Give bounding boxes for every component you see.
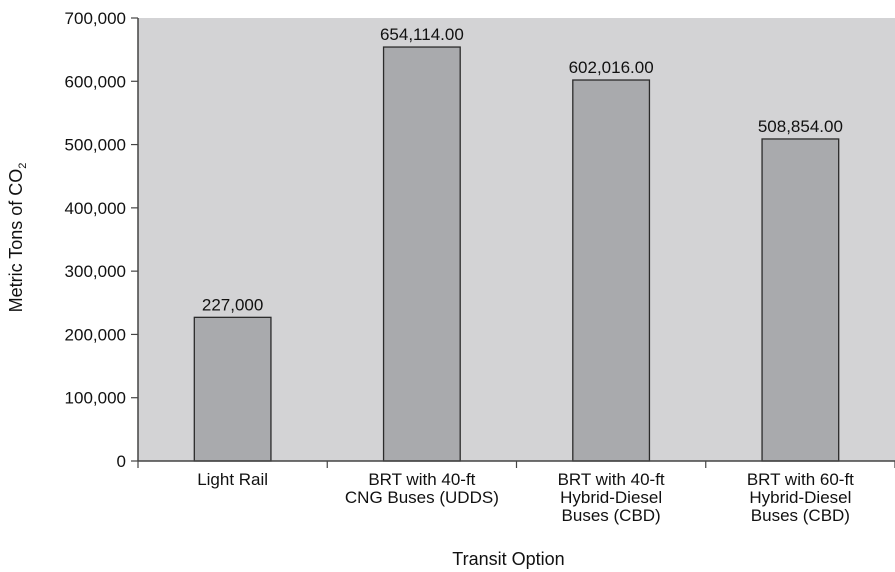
bar-data-label: 602,016.00 bbox=[569, 58, 654, 77]
bar-data-label: 227,000 bbox=[202, 295, 263, 314]
bars-group bbox=[193, 46, 840, 462]
y-tick-label: 200,000 bbox=[65, 325, 126, 344]
bar bbox=[193, 316, 272, 462]
y-tick-label: 700,000 bbox=[65, 9, 126, 28]
y-tick-label: 600,000 bbox=[65, 72, 126, 91]
bar-data-label: 654,114.00 bbox=[380, 25, 464, 44]
bar bbox=[761, 138, 840, 462]
x-category-label: Buses (CBD) bbox=[562, 506, 661, 525]
x-category-label: Light Rail bbox=[197, 470, 268, 489]
y-tick-label: 0 bbox=[117, 452, 126, 471]
y-tick-label: 100,000 bbox=[65, 389, 126, 408]
y-tick-label: 500,000 bbox=[65, 136, 126, 155]
x-category-label: Hybrid-Diesel bbox=[560, 488, 662, 507]
x-category-label: BRT with 60-ft bbox=[747, 470, 854, 489]
y-axis-title: Metric Tons of CO2 bbox=[6, 163, 29, 313]
x-category-label: BRT with 40-ft bbox=[368, 470, 475, 489]
x-category-label: Hybrid-Diesel bbox=[749, 488, 851, 507]
y-axis-title-main: Metric Tons of CO bbox=[6, 169, 26, 313]
bar bbox=[572, 79, 651, 462]
y-axis-title-subscript: 2 bbox=[17, 163, 29, 169]
bar bbox=[382, 46, 461, 462]
y-tick-label: 300,000 bbox=[65, 262, 126, 281]
x-category-label: BRT with 40-ft bbox=[558, 470, 665, 489]
y-axis: 0 100,000 200,000 300,000 400,000 500,000 600,… bbox=[65, 9, 139, 471]
data-labels-group: 227,000 654,114.00 602,016.00 508,854.00 bbox=[202, 25, 843, 314]
x-category-label: Buses (CBD) bbox=[751, 506, 850, 525]
bar-data-label: 508,854.00 bbox=[758, 117, 843, 136]
x-axis-title: Transit Option bbox=[452, 549, 564, 569]
y-tick-label: 400,000 bbox=[65, 199, 126, 218]
x-category-label: CNG Buses (UDDS) bbox=[345, 488, 499, 507]
